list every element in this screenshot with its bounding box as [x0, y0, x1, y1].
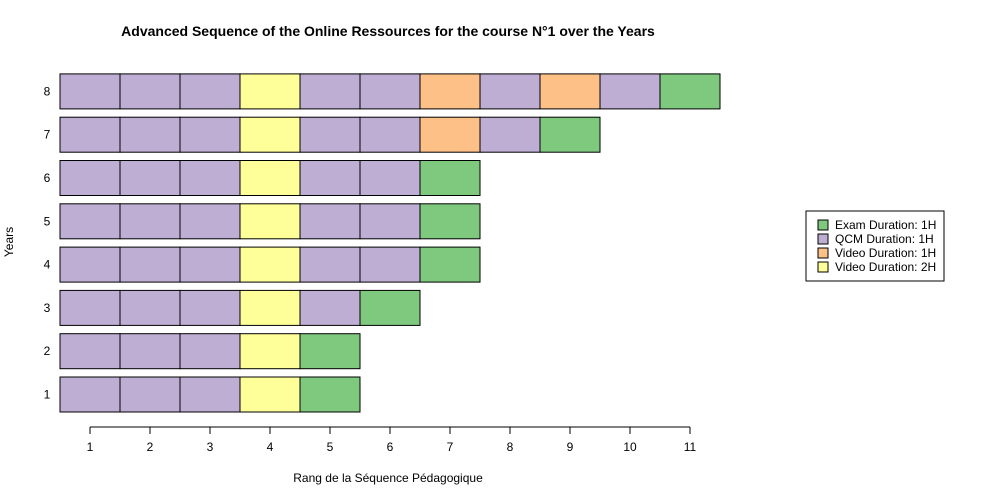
bar-year-5-rank-5: [299, 203, 361, 240]
x-tick-label: 10: [623, 440, 637, 454]
x-tick-label: 9: [567, 440, 574, 454]
x-tick-label: 1: [87, 440, 94, 454]
bar-year-8-rank-10: [599, 73, 661, 110]
bar-year-5-rank-3: [179, 203, 241, 240]
y-tick-label: 6: [44, 171, 51, 185]
bar-year-4-rank-4: [239, 246, 301, 283]
x-axis-label: Rang de la Séquence Pédagogique: [293, 471, 483, 485]
legend-swatch-qcm1h: [817, 233, 829, 245]
bar-year-8-rank-6: [359, 73, 421, 110]
x-tick-label: 4: [267, 440, 274, 454]
bar-year-4-rank-3: [179, 246, 241, 283]
x-tick-label: 3: [207, 440, 214, 454]
bar-year-6-rank-5: [299, 160, 361, 196]
bar-year-3-rank-2: [119, 289, 181, 326]
bar-year-1-rank-3: [179, 376, 241, 413]
bar-year-7-rank-6: [359, 116, 421, 153]
bar-year-5-rank-7: [419, 203, 481, 240]
bar-year-8-rank-3: [179, 73, 241, 110]
bar-year-2-rank-5: [299, 333, 361, 370]
y-tick-label: 1: [44, 388, 51, 402]
bar-year-8-rank-1: [59, 73, 121, 110]
bar-year-4-rank-5: [299, 246, 361, 283]
bar-year-5-rank-1: [59, 203, 121, 240]
legend-label-qcm1h: QCM Duration: 1H: [835, 232, 934, 246]
bar-year-3-rank-6: [359, 289, 421, 326]
y-axis: 1 2 3 4 5 6 7 8: [44, 84, 51, 401]
y-tick-label: 8: [44, 84, 51, 98]
x-tick-label: 7: [447, 440, 454, 454]
bar-year-8-rank-2: [119, 73, 181, 110]
bar-year-6-rank-1: [59, 160, 121, 196]
legend-swatch-video2h: [817, 261, 829, 273]
bar-year-7-rank-2: [119, 116, 181, 153]
bar-year-7-rank-7: [419, 116, 481, 153]
bar-year-7-rank-9: [539, 116, 601, 153]
bar-year-1-rank-2: [119, 376, 181, 413]
legend-swatch-exam1h: [817, 219, 829, 231]
bar-year-8-rank-5: [299, 73, 361, 110]
bar-year-4-rank-6: [359, 246, 421, 283]
y-tick-label: 3: [44, 301, 51, 315]
y-tick-label: 2: [44, 344, 51, 358]
legend-label-exam1h: Exam Duration: 1H: [835, 218, 936, 232]
bar-year-7-rank-8: [479, 116, 541, 153]
bar-year-4-rank-1: [59, 246, 121, 283]
bar-year-6-rank-2: [119, 160, 181, 196]
bar-year-8-rank-11: [659, 73, 721, 110]
y-tick-label: 4: [44, 258, 51, 272]
bar-year-3-rank-3: [179, 289, 241, 326]
bars-group: [59, 73, 721, 413]
legend-swatch-video1h: [817, 247, 829, 259]
bar-year-1-rank-5: [299, 376, 361, 413]
bar-year-8-rank-7: [419, 73, 481, 110]
x-tick-label: 5: [327, 440, 334, 454]
legend-label-video2h: Video Duration: 2H: [835, 260, 936, 274]
bar-year-4-rank-2: [119, 246, 181, 283]
x-tick-label: 8: [507, 440, 514, 454]
bar-year-6-rank-7: [419, 160, 481, 196]
bar-year-1-rank-4: [239, 376, 301, 413]
bar-year-2-rank-3: [179, 333, 241, 370]
bar-year-3-rank-1: [59, 289, 121, 326]
y-tick-label: 5: [44, 214, 51, 228]
bar-year-7-rank-5: [299, 116, 361, 153]
bar-year-6-rank-6: [359, 160, 421, 196]
y-axis-label: Years: [2, 227, 16, 257]
x-axis: 1 2 3 4 5 6 7 8 9 10 11: [87, 426, 697, 454]
bar-year-2-rank-2: [119, 333, 181, 370]
bar-year-4-rank-7: [419, 246, 481, 283]
chart-title: Advanced Sequence of the Online Ressourc…: [121, 23, 655, 39]
bar-year-7-rank-1: [59, 116, 121, 153]
x-tick-label: 6: [387, 440, 394, 454]
bar-year-5-rank-6: [359, 203, 421, 240]
bar-year-5-rank-2: [119, 203, 181, 240]
legend-label-video1h: Video Duration: 1H: [835, 246, 936, 260]
bar-year-8-rank-8: [479, 73, 541, 110]
y-tick-label: 7: [44, 128, 51, 142]
bar-year-7-rank-3: [179, 116, 241, 153]
bar-year-7-rank-4: [239, 116, 301, 153]
bar-year-6-rank-4: [239, 160, 301, 196]
bar-year-3-rank-5: [299, 289, 361, 326]
legend-box: [805, 210, 945, 282]
bar-year-2-rank-1: [59, 333, 121, 370]
bar-year-6-rank-3: [179, 160, 241, 196]
bar-year-1-rank-1: [59, 376, 121, 413]
bar-year-5-rank-4: [239, 203, 301, 240]
x-tick-label: 11: [684, 440, 697, 454]
x-tick-label: 2: [147, 440, 154, 454]
bar-year-3-rank-4: [239, 289, 301, 326]
bar-year-2-rank-4: [239, 333, 301, 370]
bar-year-8-rank-9: [539, 73, 601, 110]
bar-year-8-rank-4: [239, 73, 301, 110]
